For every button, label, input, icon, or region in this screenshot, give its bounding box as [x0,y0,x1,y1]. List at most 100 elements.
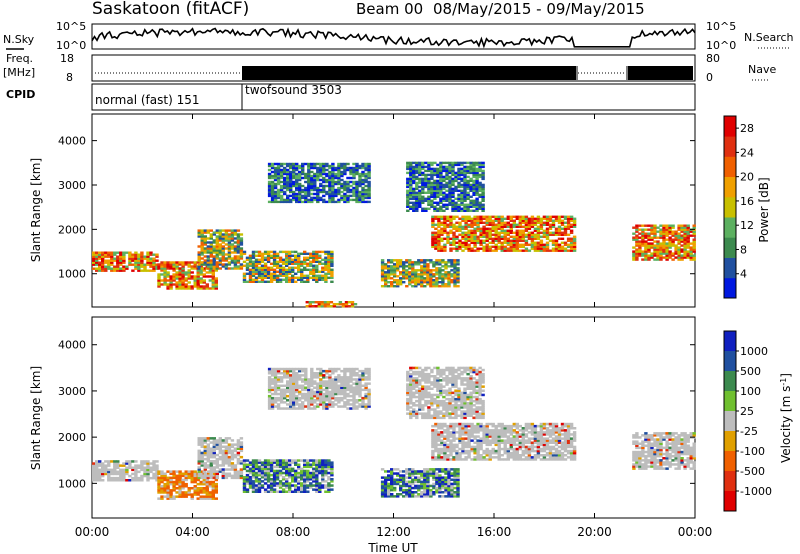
heatmap-cell [322,403,326,406]
heatmap-cell [548,249,553,252]
heatmap-cell [476,241,480,244]
heatmap-cell [236,470,241,473]
heatmap-cell [146,472,150,476]
heatmap-cell [276,386,281,389]
heatmap-cell [380,493,385,496]
heatmap-cell [481,209,485,212]
heatmap-cell [140,460,144,463]
heatmap-cell [297,480,301,483]
heatmap-cell [289,180,293,184]
heatmap-cell [426,275,430,278]
heatmap-cell [402,495,406,498]
heatmap-cell [458,247,462,250]
heatmap-cell [325,380,329,383]
heatmap-cell [300,274,304,277]
heatmap-cell [647,250,651,253]
heatmap-cell [390,468,394,471]
heatmap-cell [245,482,250,485]
heatmap-cell [481,195,485,198]
heatmap-cell [298,386,302,389]
heatmap-cell [292,194,296,198]
heatmap-cell [197,474,201,478]
heatmap-cell [205,271,209,274]
heatmap-cell [233,466,238,469]
heatmap-cell [275,266,280,269]
heatmap-cell [312,480,316,483]
heatmap-cell [481,165,485,169]
heatmap-cell [137,259,141,262]
heatmap-cell [236,237,241,240]
heatmap-cell [315,469,319,473]
heatmap-cell [324,262,328,265]
heatmap-cell [417,275,421,278]
heatmap-cell [434,217,438,220]
heatmap-cell [475,203,479,206]
heatmap-cell [671,226,675,229]
heatmap-cell [451,203,455,206]
heatmap-cell [481,205,485,208]
heatmap-cell [677,232,681,235]
heatmap-cell [286,188,290,192]
heatmap-cell [236,233,241,236]
heatmap-cell [641,228,645,231]
heatmap-cell [424,169,428,173]
heatmap-cell [295,401,299,404]
heatmap-cell [539,227,544,230]
heatmap-cell [300,488,304,491]
heatmap-cell [686,242,690,245]
heatmap-cell [166,271,170,274]
heatmap-cell [163,491,167,494]
heatmap-cell [196,275,200,278]
heatmap-cell [481,171,485,175]
heatmap-cell [343,166,347,170]
heatmap-cell [380,277,385,280]
heatmap-cell [539,239,544,242]
heatmap-cell [346,168,350,172]
heatmap-cell [380,273,385,276]
heatmap-cell [539,231,544,234]
heatmap-cell [334,166,338,170]
heatmap-cell [206,470,210,473]
heatmap-cell [330,272,334,275]
heatmap-cell [267,405,272,408]
heatmap-cell [442,205,446,208]
heatmap-cell [396,267,400,270]
heatmap-cell [506,225,510,228]
heatmap-cell [485,215,489,218]
heatmap-cell [358,390,362,394]
heatmap-cell [343,380,347,383]
heatmap-cell [674,236,678,239]
heatmap-cell [390,261,394,264]
heatmap-cell [408,263,412,266]
heatmap-cell [292,384,296,387]
heatmap-cell [269,467,274,471]
heatmap-cell [454,201,458,204]
heatmap-cell [638,250,642,253]
heatmap-cell [92,259,96,262]
heatmap-cell [460,201,464,204]
heatmap-cell [328,367,332,371]
heatmap-cell [283,184,287,188]
heatmap-cell [319,184,323,188]
heatmap-cell [310,369,314,373]
heatmap-cell [467,225,471,228]
heatmap-cell [122,253,126,256]
heatmap-cell [367,401,371,404]
heatmap-cell [458,245,462,248]
heatmap-cell [245,264,250,267]
heatmap-cell [476,229,480,232]
heatmap-cell [479,247,483,250]
heatmap-cell [355,374,359,377]
heatmap-cell [328,172,332,176]
heatmap-cell [298,396,302,400]
heatmap-cell [453,283,457,286]
heatmap-cell [300,262,304,265]
heatmap-cell [149,468,153,472]
heatmap-cell [569,215,574,218]
heatmap-cell [131,253,135,256]
heatmap-cell [289,164,293,168]
heatmap-cell [263,276,268,279]
heatmap-cell [327,484,331,487]
heatmap-cell [653,258,657,261]
heatmap-cell [454,173,458,177]
